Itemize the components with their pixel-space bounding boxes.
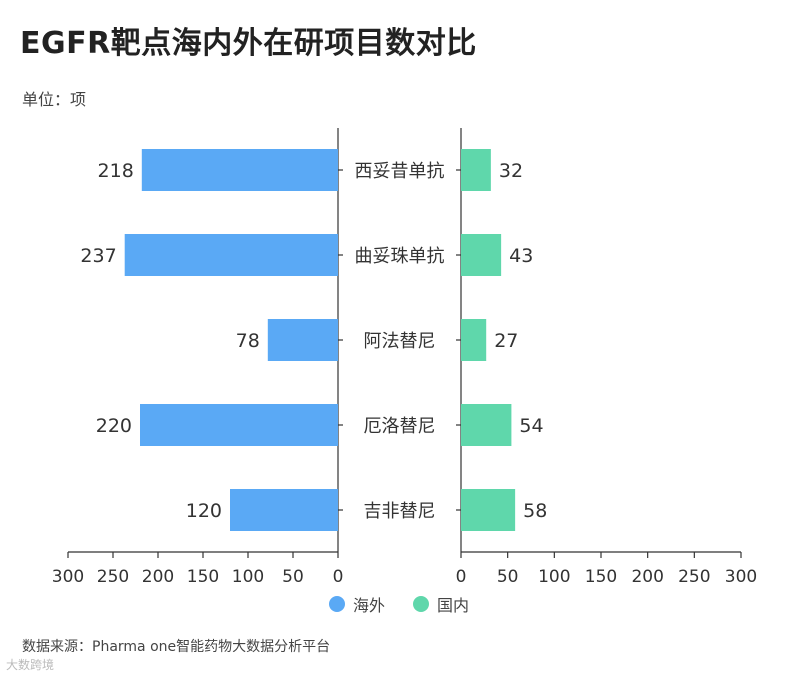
left-tick-label: 50: [282, 567, 304, 587]
data-label-domestic: 32: [499, 160, 523, 182]
right-tick-label: 250: [678, 567, 710, 587]
bar-domestic: [461, 489, 516, 531]
data-label-domestic: 43: [509, 245, 533, 267]
data-source: 数据来源：Pharma one智能药物大数据分析平台: [22, 639, 331, 655]
right-tick-label: 50: [497, 567, 519, 587]
legend-label-overseas: 海外: [352, 596, 385, 615]
category-label: 吉非替尼: [364, 501, 436, 522]
category-label: 曲妥珠单抗: [355, 246, 445, 267]
data-label-overseas: 218: [98, 160, 134, 182]
bar-domestic: [461, 149, 491, 191]
bar-overseas: [141, 149, 338, 191]
legend-item-overseas: 海外: [328, 592, 385, 616]
right-tick-label: 0: [456, 567, 467, 587]
category-label: 西妥昔单抗: [355, 161, 445, 182]
legend-swatch-overseas: [328, 596, 345, 612]
legend-item-domestic: 国内: [413, 592, 469, 616]
right-tick-label: 150: [585, 567, 617, 587]
data-label-domestic: 54: [519, 415, 543, 437]
category-label: 阿法替尼: [364, 331, 436, 352]
left-tick-label: 250: [97, 567, 129, 587]
right-tick-label: 100: [538, 567, 570, 587]
bar-overseas: [140, 404, 338, 446]
bar-overseas: [230, 489, 338, 531]
bar-domestic: [461, 234, 502, 276]
bar-overseas: [267, 319, 338, 361]
legend-label-domestic: 国内: [437, 596, 470, 615]
unit-label: 单位：项: [22, 90, 87, 109]
data-label-domestic: 27: [494, 330, 518, 352]
left-tick-label: 0: [333, 567, 344, 587]
right-tick-label: 300: [725, 567, 757, 587]
legend: 海外 国内: [0, 592, 798, 616]
data-label-overseas: 237: [80, 245, 116, 267]
bar-domestic: [461, 319, 487, 361]
left-tick-label: 300: [52, 567, 84, 587]
data-label-overseas: 220: [96, 415, 132, 437]
data-label-overseas: 78: [236, 330, 260, 352]
watermark: 大数跨境: [6, 658, 55, 672]
data-label-domestic: 58: [523, 500, 547, 522]
bar-domestic: [461, 404, 512, 446]
bar-overseas: [124, 234, 338, 276]
legend-swatch-domestic: [413, 596, 429, 612]
left-tick-label: 150: [187, 567, 219, 587]
right-tick-label: 200: [631, 567, 663, 587]
left-tick-label: 200: [142, 567, 174, 587]
category-label: 厄洛替尼: [364, 416, 436, 437]
chart-title: EGFR靶点海内外在研项目数对比: [20, 26, 477, 61]
left-tick-label: 100: [232, 567, 264, 587]
data-label-overseas: 120: [186, 500, 222, 522]
